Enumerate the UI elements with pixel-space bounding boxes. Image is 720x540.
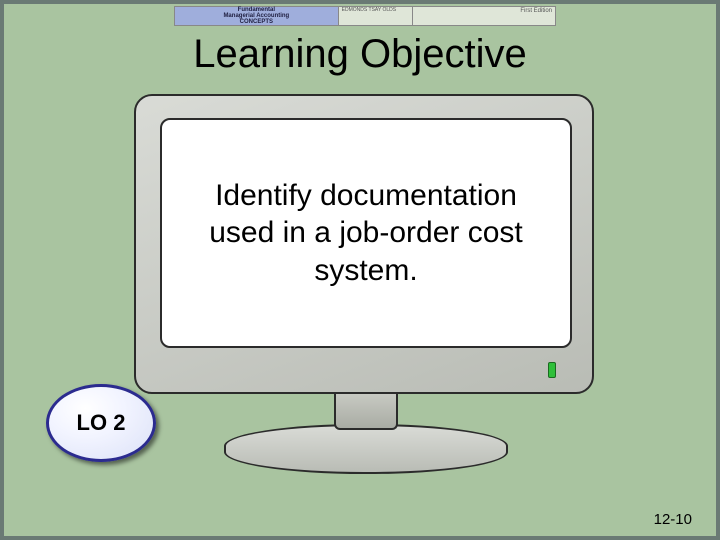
monitor-base — [224, 424, 508, 474]
monitor-neck — [334, 392, 398, 430]
lo-badge: LO 2 — [46, 384, 156, 462]
textbook-banner: Fundamental Managerial Accounting CONCEP… — [174, 6, 556, 26]
banner-left-line3: CONCEPTS — [240, 19, 273, 25]
power-led-icon — [548, 362, 556, 378]
objective-text: Identify documentation used in a job-ord… — [162, 177, 570, 290]
slide-number: 12-10 — [654, 511, 692, 528]
banner-right: First Edition — [413, 7, 555, 25]
monitor-screen: Identify documentation used in a job-ord… — [160, 118, 572, 348]
monitor-body: Identify documentation used in a job-ord… — [134, 94, 594, 394]
slide: Fundamental Managerial Accounting CONCEP… — [0, 0, 720, 540]
monitor-graphic: Identify documentation used in a job-ord… — [134, 94, 594, 494]
banner-left: Fundamental Managerial Accounting CONCEP… — [175, 7, 339, 25]
slide-title: Learning Objective — [4, 32, 716, 77]
banner-mid: EDMONDS TSAY OLDS — [339, 7, 414, 25]
lo-badge-label: LO 2 — [77, 410, 126, 436]
